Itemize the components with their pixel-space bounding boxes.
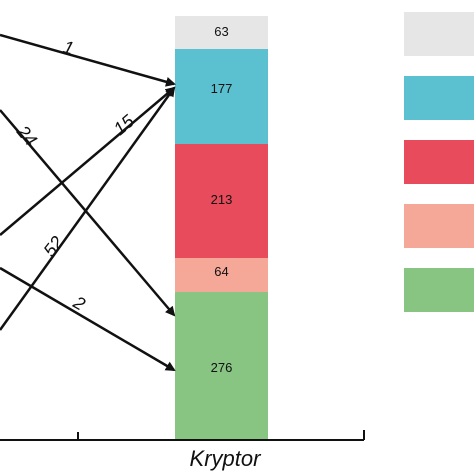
bar-label-213: 213	[210, 192, 233, 207]
flow-arrow-15	[0, 86, 176, 236]
legend-swatch-grey	[404, 12, 474, 56]
bar-segment-276	[175, 292, 268, 440]
flow-arrow-24	[0, 109, 176, 317]
bar-segment-213	[175, 144, 268, 258]
axis-label: Kryptor	[189, 446, 261, 471]
bar-segment-64	[175, 258, 268, 292]
legend-swatch-salmon	[404, 204, 474, 248]
flow-label-24: 24	[12, 121, 41, 150]
flow-arrow-1	[0, 33, 176, 87]
legend-swatch-green	[404, 268, 474, 312]
legend-swatch-red	[404, 140, 474, 184]
flow-label-15: 15	[110, 110, 139, 139]
bar-label-276: 276	[210, 360, 233, 375]
bar-label-177: 177	[210, 81, 233, 96]
flow-label-52: 52	[39, 232, 67, 260]
flow-arrow-2	[0, 266, 176, 372]
bar-label-63: 63	[214, 24, 229, 39]
flow-arrow-52	[0, 86, 176, 331]
bar-segment-177	[175, 49, 268, 144]
bar-label-64: 64	[214, 264, 229, 279]
legend-swatch-cyan	[404, 76, 474, 120]
bar-segment-63	[175, 16, 268, 49]
